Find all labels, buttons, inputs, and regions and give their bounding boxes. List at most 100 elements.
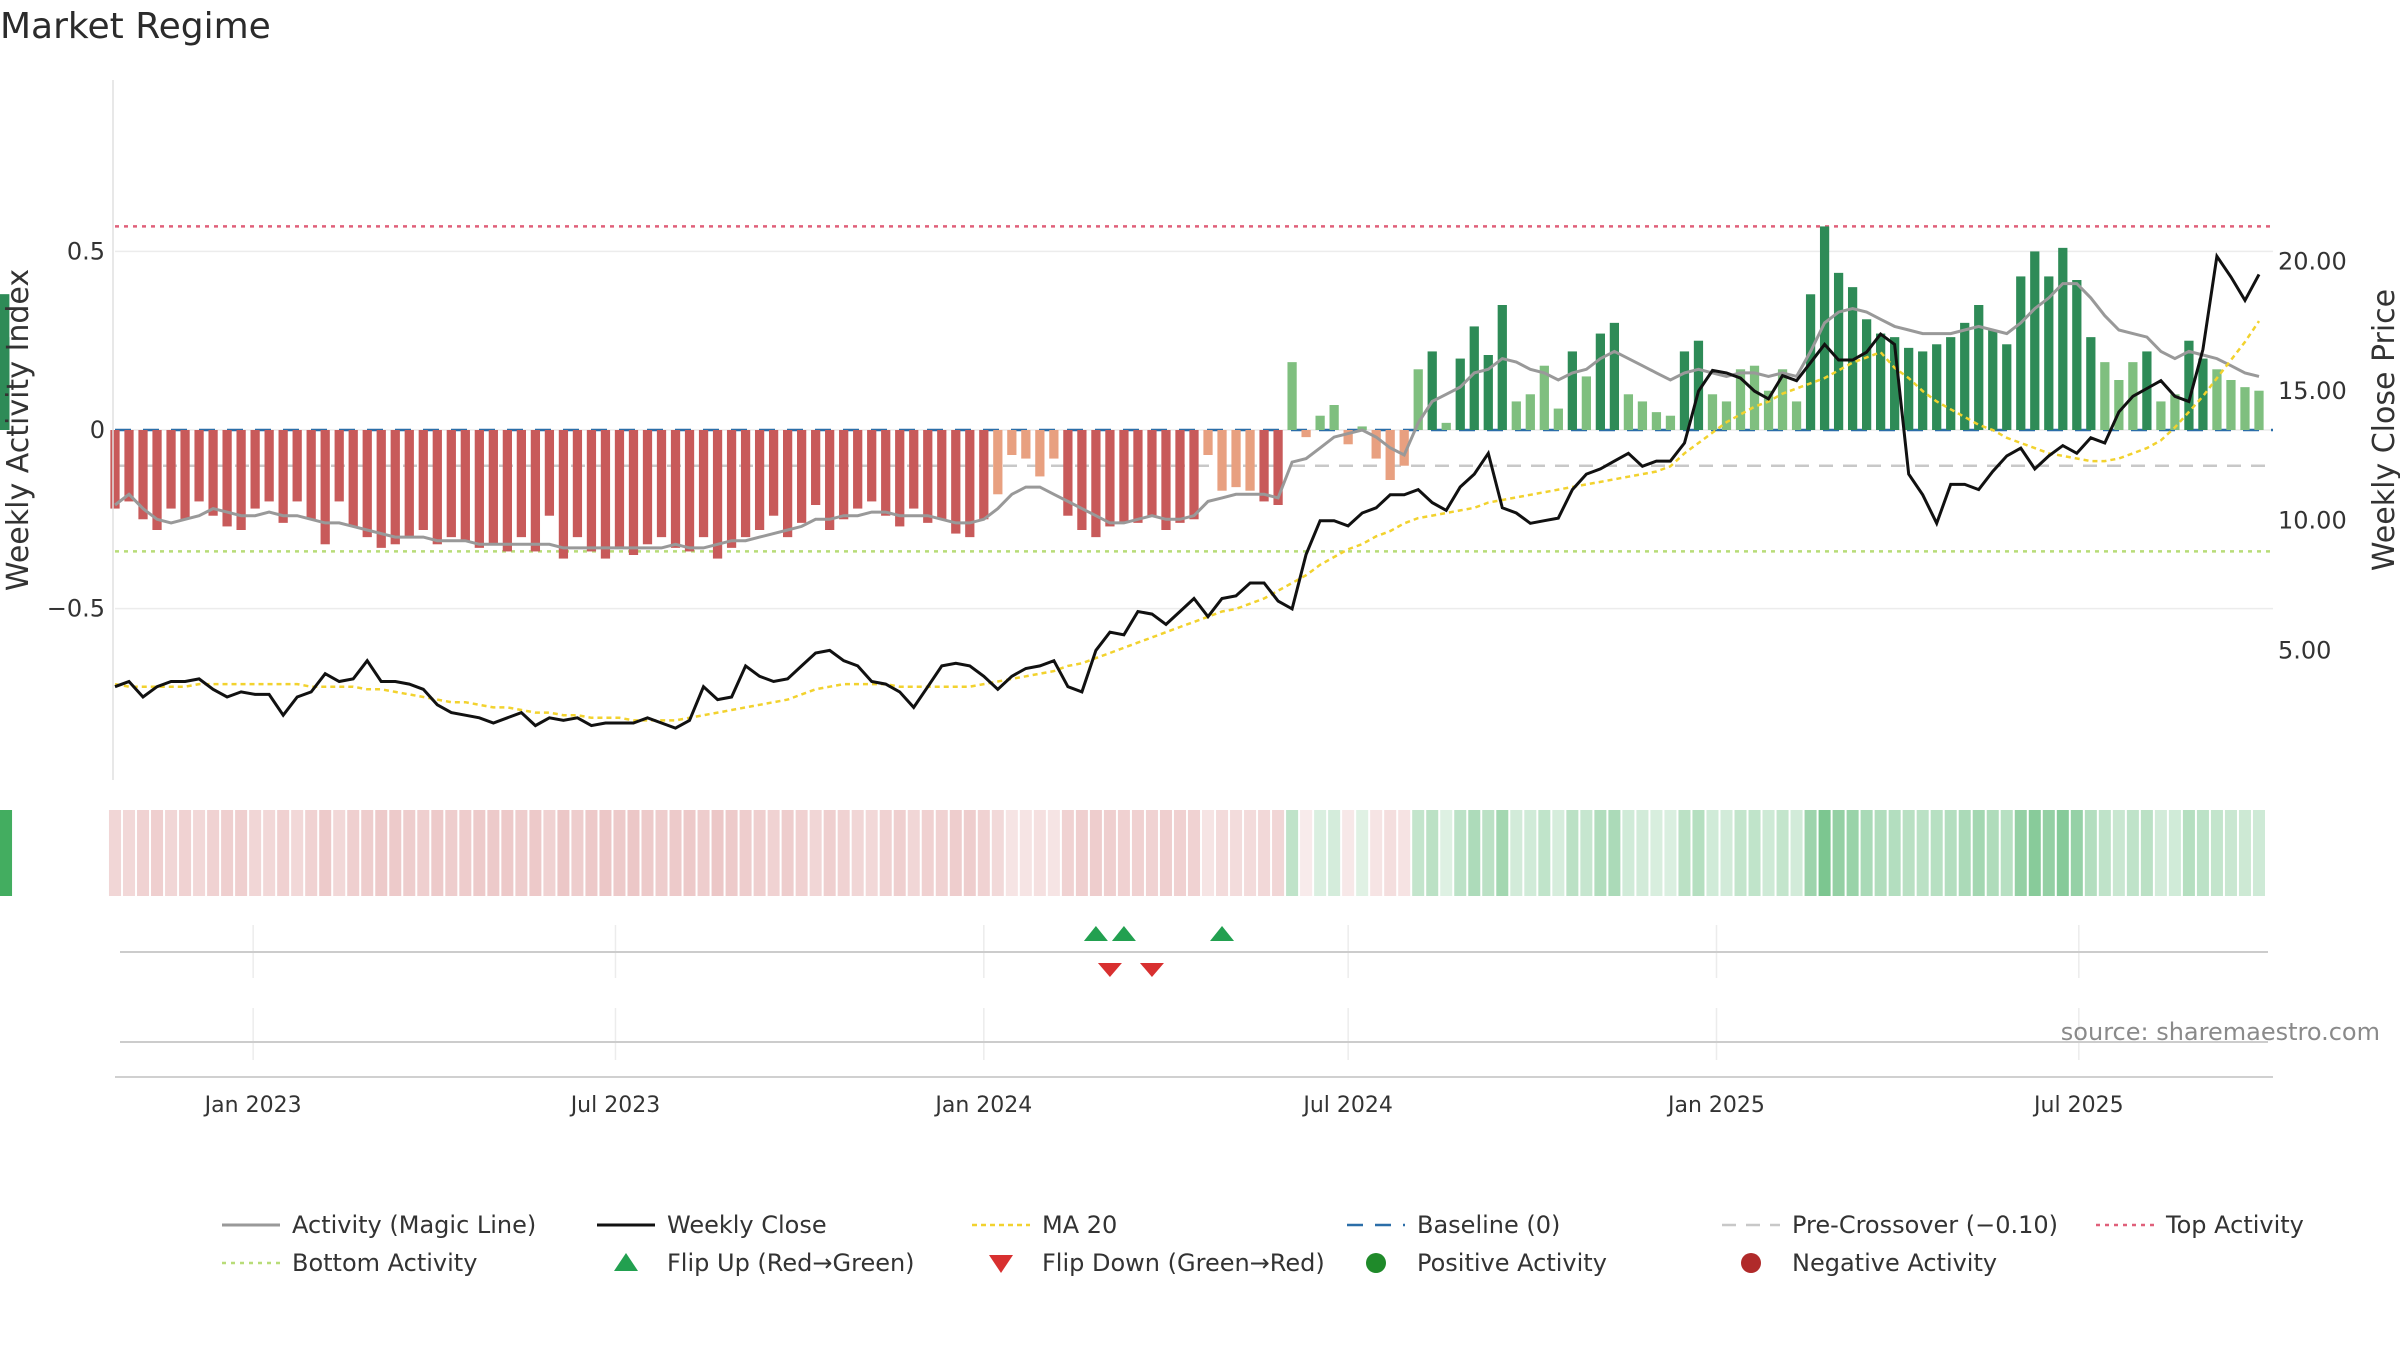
- activity-bar: [951, 430, 961, 534]
- strip-cell: [1580, 810, 1593, 896]
- strip-cell: [991, 810, 1004, 896]
- strip-cell: [1804, 810, 1817, 896]
- ma20-line: [114, 320, 2261, 722]
- strip-cell: [249, 810, 262, 896]
- activity-bar: [138, 430, 148, 520]
- activity-bar: [740, 430, 751, 538]
- strip-cell: [1440, 810, 1453, 896]
- strip-cell: [1678, 810, 1691, 896]
- activity-bar: [1245, 430, 1255, 491]
- strip-cell: [1986, 810, 1999, 896]
- source-note: source: sharemaestro.com: [2061, 1018, 2380, 1046]
- activity-bar: [1609, 322, 1620, 430]
- activity-bar: [1974, 305, 1984, 430]
- activity-bar: [1455, 358, 1465, 430]
- activity-bar: [1946, 337, 1956, 430]
- strip-cell: [851, 810, 864, 896]
- strip-cell: [515, 810, 528, 896]
- legend-swatch: [1366, 1253, 1386, 1273]
- strip-cell: [417, 810, 430, 896]
- activity-bars: [0, 226, 2264, 559]
- activity-bar: [782, 430, 793, 538]
- activity-bar: [1413, 369, 1423, 430]
- strip-cell: [473, 810, 486, 896]
- legend-item-top: Top Activity: [2096, 1211, 2304, 1239]
- activity-bar: [1749, 365, 1760, 430]
- strip-cell: [2196, 810, 2209, 896]
- activity-bar: [1077, 430, 1087, 530]
- legend-label: Bottom Activity: [292, 1249, 477, 1277]
- activity-bar: [1483, 355, 1493, 430]
- activity-bar: [979, 430, 989, 520]
- activity-bar: [2114, 380, 2124, 430]
- strip-cell: [865, 810, 878, 896]
- activity-bar: [853, 430, 863, 509]
- strip-cell: [1187, 810, 1201, 896]
- legend-label: Weekly Close: [667, 1211, 827, 1239]
- strip-cell: [1846, 810, 1859, 896]
- legend-label: Activity (Magic Line): [292, 1211, 536, 1239]
- activity-bar: [516, 430, 527, 538]
- strip-cell: [2182, 810, 2195, 896]
- activity-bar: [1988, 330, 1998, 430]
- activity-bar: [1567, 351, 1577, 430]
- strip-cell: [2028, 810, 2041, 896]
- y-tick-left: 0: [90, 416, 105, 444]
- activity-bar: [1259, 430, 1269, 502]
- activity-bar: [2184, 340, 2194, 430]
- strip-cell: [2084, 810, 2097, 896]
- flip-up-marker: [1111, 926, 1136, 941]
- x-tick: Jan 2025: [1666, 1093, 1765, 1118]
- strip-cell: [207, 810, 220, 896]
- strip-cell: [1370, 810, 1383, 896]
- activity-bar: [1735, 369, 1746, 430]
- activity-bar: [965, 430, 975, 538]
- activity-bar: [1791, 401, 1802, 430]
- activity-bar: [1371, 430, 1381, 459]
- strip-cell: [767, 810, 780, 896]
- strip-cell: [2042, 810, 2055, 896]
- weekly-close-line: [114, 252, 2261, 730]
- activity-bar: [1833, 272, 1844, 430]
- legend-item-bottom: Bottom Activity: [222, 1249, 477, 1277]
- strip-cell: [333, 810, 346, 896]
- activity-bar: [1525, 394, 1535, 430]
- legend-item-precross: Pre-Crossover (−0.10): [1722, 1211, 2058, 1239]
- activity-bar: [1427, 351, 1437, 430]
- strip-cell: [1019, 810, 1032, 896]
- strip-cell: [1972, 810, 1985, 896]
- strip-cell: [179, 810, 192, 896]
- strip-cell: [599, 810, 612, 896]
- activity-bar: [1469, 326, 1479, 430]
- activity-bar: [1553, 408, 1563, 430]
- strip-cell: [2224, 810, 2237, 896]
- strip-cell: [319, 810, 332, 896]
- strip-cell: [1706, 810, 1719, 896]
- activity-bar: [530, 430, 541, 552]
- activity-bar: [712, 430, 723, 559]
- activity-bar: [1105, 430, 1115, 527]
- strip-cell: [935, 810, 948, 896]
- activity-bar: [1343, 430, 1353, 445]
- strip-cell: [403, 810, 416, 896]
- strip-cell: [1776, 810, 1789, 896]
- strip-cell: [655, 810, 668, 896]
- activity-bar: [1035, 430, 1045, 477]
- activity-bar: [320, 430, 330, 545]
- strip-cell: [1230, 810, 1243, 896]
- strip-cell: [1033, 810, 1046, 896]
- strip-cell: [1356, 810, 1369, 896]
- strip-cell: [1958, 810, 1971, 896]
- strip-cell: [1874, 810, 1887, 896]
- activity-bar: [881, 430, 891, 516]
- strip-cell: [1916, 810, 1929, 896]
- strip-cell: [1286, 810, 1299, 896]
- y-tick-left: 0.5: [67, 237, 105, 265]
- strip-cell: [1538, 810, 1551, 896]
- x-tick: Jul 2025: [2032, 1093, 2124, 1118]
- strip-cell: [1202, 810, 1215, 896]
- activity-bar: [1133, 430, 1143, 523]
- activity-bar: [586, 430, 597, 552]
- strip-cell: [1510, 810, 1523, 896]
- strip-cell: [879, 810, 892, 896]
